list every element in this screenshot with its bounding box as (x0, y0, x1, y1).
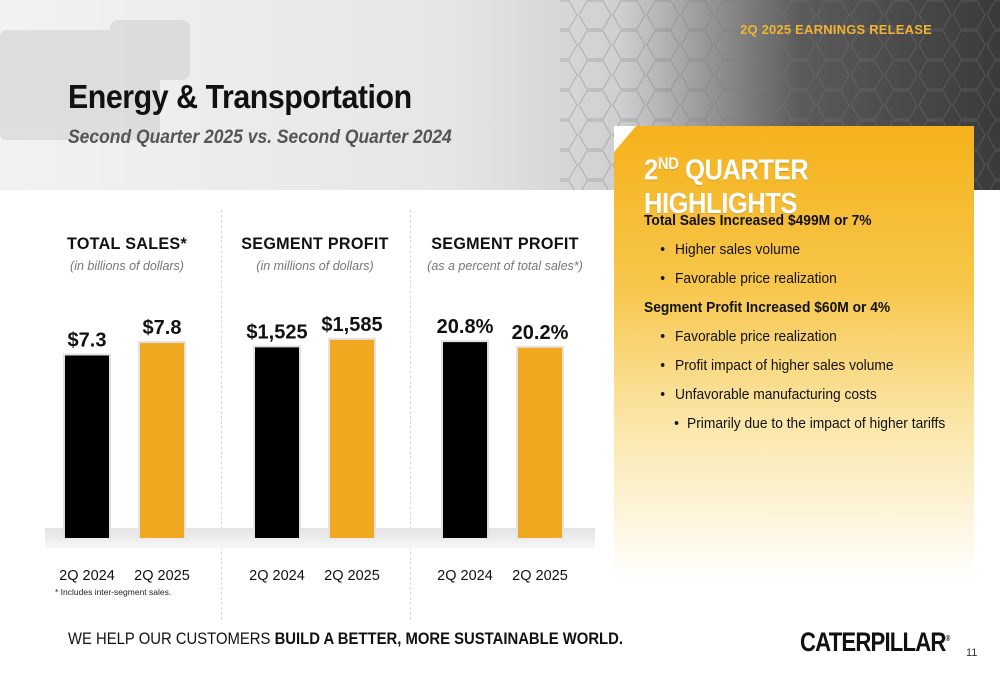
footer-tagline: WE HELP OUR CUSTOMERS BUILD A BETTER, MO… (68, 630, 623, 649)
highlight-sub-bullet: Primarily due to the impact of higher ta… (674, 415, 945, 432)
chart-title-segment-profit: SEGMENT PROFIT (241, 234, 389, 253)
bar-2q-2024 (443, 342, 487, 538)
bar-2q-2024 (65, 355, 109, 538)
chart-divider (410, 210, 411, 620)
bar-value-label: 20.2% (512, 322, 569, 344)
bar-value-label: 20.8% (437, 316, 494, 338)
bar-value-label: $7.3 (68, 330, 107, 352)
category-label: 2Q 2024 (59, 568, 115, 584)
category-label: 2Q 2025 (134, 568, 190, 584)
tagline-bold: BUILD A BETTER, MORE SUSTAINABLE WORLD. (274, 630, 623, 648)
highlight-bullet: Higher sales volume (660, 241, 800, 258)
category-label: 2Q 2024 (437, 568, 493, 584)
chart-subtitle-total-sales: (in billions of dollars) (70, 259, 184, 273)
chart-title-segment-profit-percent: SEGMENT PROFIT (431, 234, 579, 253)
page-title: Energy & Transportation (68, 78, 412, 115)
header-band (0, 0, 1000, 190)
highlight-heading-sales: Total Sales Increased $499M or 7% (644, 212, 872, 229)
bar-value-label: $7.8 (143, 317, 182, 339)
bar-2q-2025 (140, 343, 184, 538)
highlights-title-number: 2 (644, 154, 658, 187)
category-label: 2Q 2025 (324, 568, 380, 584)
highlight-bullet: Unfavorable manufacturing costs (660, 386, 876, 403)
bar-2q-2024 (255, 347, 299, 538)
bar-value-label: $1,525 (246, 321, 307, 343)
bar-value-label: $1,585 (321, 314, 382, 336)
chart-subtitle-segment-profit-percent: (as a percent of total sales*) (427, 259, 583, 273)
logo-text: CATERPILLAR (800, 627, 946, 657)
footnote: * Includes inter-segment sales. (55, 587, 172, 597)
chart-subtitle-segment-profit: (in millions of dollars) (256, 259, 374, 273)
caterpillar-logo: CATERPILLAR® (800, 627, 950, 658)
highlights-title-suffix: ND (657, 154, 679, 173)
highlight-bullet: Favorable price realization (660, 328, 837, 345)
bar-2q-2025 (330, 339, 374, 538)
highlights-panel: 2ND QUARTER HIGHLIGHTS Total Sales Incre… (614, 126, 974, 581)
chart-divider (221, 210, 222, 620)
page-subtitle: Second Quarter 2025 vs. Second Quarter 2… (68, 127, 452, 148)
category-label: 2Q 2024 (249, 568, 305, 584)
highlight-bullet: Profit impact of higher sales volume (660, 357, 893, 374)
bar-2q-2025 (518, 347, 562, 538)
highlights-title: 2ND QUARTER HIGHLIGHTS (644, 154, 934, 221)
category-label: 2Q 2025 (512, 568, 568, 584)
logo-registered-mark: ® (945, 634, 951, 643)
page-number: 11 (966, 647, 978, 659)
highlights-title-text: QUARTER HIGHLIGHTS (644, 154, 809, 220)
tagline-plain: WE HELP OUR CUSTOMERS (68, 630, 275, 648)
highlight-heading-profit: Segment Profit Increased $60M or 4% (644, 299, 891, 316)
chart-title-total-sales: TOTAL SALES* (66, 234, 188, 253)
release-tag: 2Q 2025 EARNINGS RELEASE (740, 22, 932, 37)
highlight-bullet: Favorable price realization (660, 270, 837, 287)
